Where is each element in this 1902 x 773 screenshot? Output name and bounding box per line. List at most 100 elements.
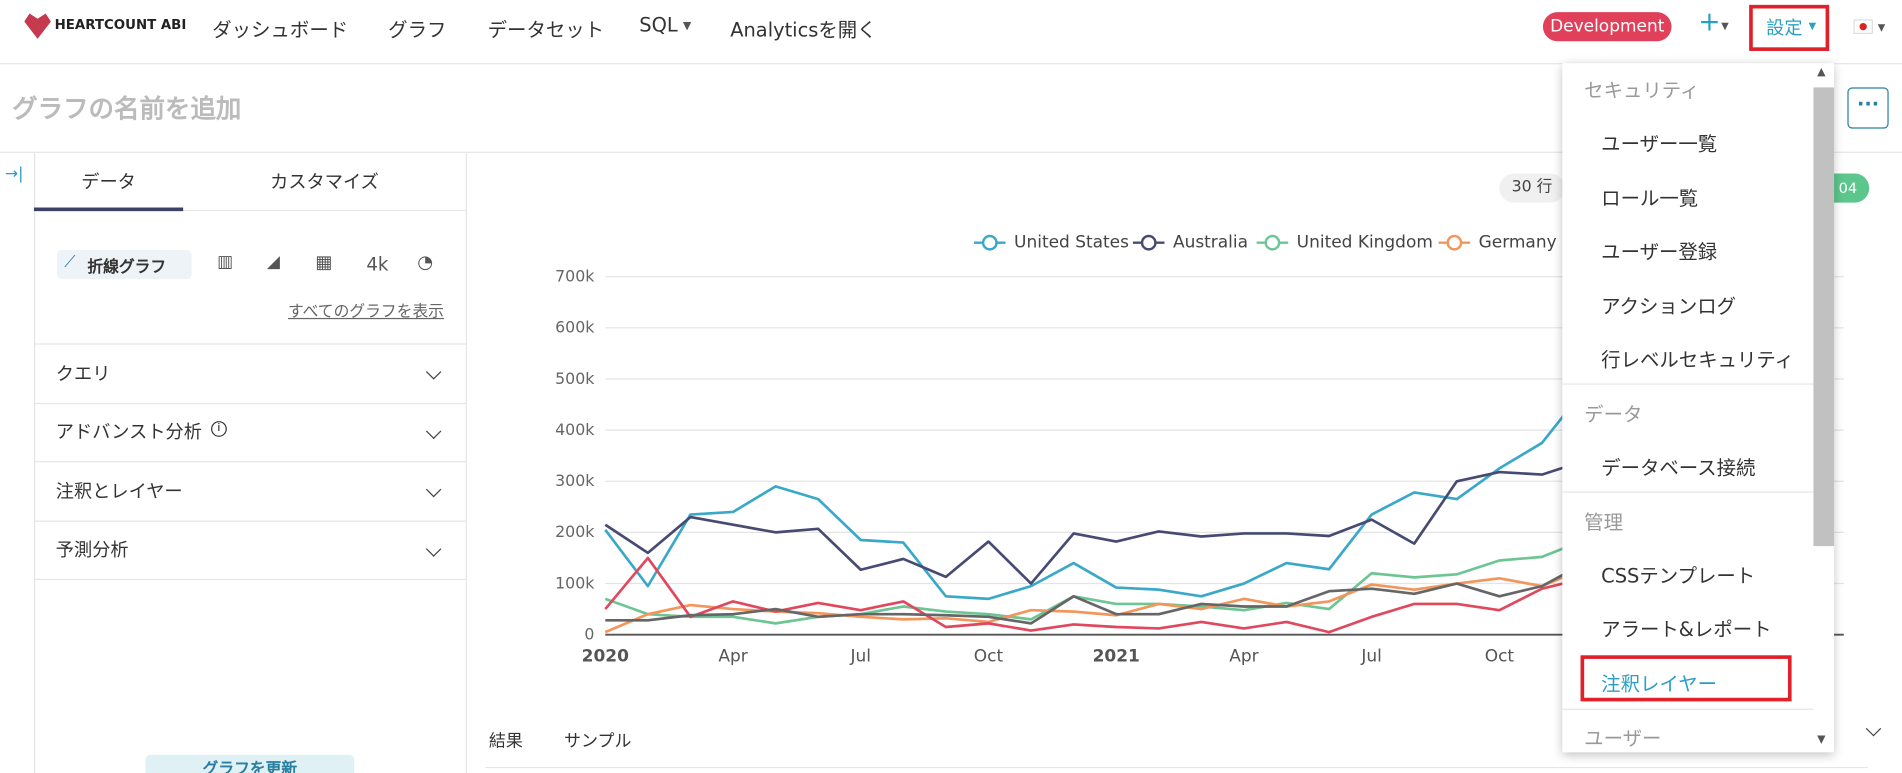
accordion-header[interactable]: 予測分析	[55, 538, 129, 561]
accordion-header[interactable]: 注釈とレイヤー	[55, 480, 183, 503]
flag-dot	[1859, 23, 1867, 31]
menu-section-title: セキュリティ	[1584, 78, 1700, 102]
result-tab[interactable]: 結果	[488, 731, 523, 752]
legend-label: Germany	[1479, 233, 1557, 253]
y-tick-label: 400k	[555, 420, 595, 439]
y-tick-label: 200k	[555, 522, 595, 541]
scroll-down[interactable]: ▼	[1817, 734, 1826, 747]
add-button[interactable]: +	[1698, 7, 1721, 38]
divider	[33, 578, 466, 581]
chart-type-label: 折線グラフ	[87, 258, 167, 277]
environment-badge: Development	[1542, 12, 1672, 42]
x-tick-label: Jul	[850, 646, 871, 666]
menu-item[interactable]: データベース接続	[1601, 456, 1756, 480]
y-tick-label: 300k	[555, 471, 595, 490]
nav-item[interactable]: グラフ	[388, 18, 447, 42]
caret: ▼	[1808, 20, 1817, 32]
y-tick-label: 0	[584, 625, 594, 644]
x-tick-label: Oct	[974, 646, 1004, 666]
divider	[1562, 491, 1814, 493]
nav-item[interactable]: SQL	[639, 13, 678, 37]
menu-item[interactable]: 行レベルセキュリティ	[1601, 348, 1795, 372]
chart-name-input[interactable]: グラフの名前を追加	[12, 94, 242, 124]
divider	[33, 152, 36, 773]
more-button[interactable]: ···	[1847, 87, 1889, 129]
divider	[1562, 383, 1814, 385]
icon: ⟋	[64, 253, 76, 272]
x-tick-label: 2021	[1093, 646, 1140, 666]
chart-type-selected[interactable]	[57, 249, 192, 280]
scrollbar-thumb	[1813, 87, 1835, 547]
y-tick-label: 600k	[555, 318, 595, 337]
legend-marker	[1140, 234, 1157, 251]
divider	[0, 151, 1902, 153]
series-line	[604, 538, 1586, 625]
tab-indicator	[33, 207, 184, 212]
menu-section-title: 管理	[1584, 510, 1624, 534]
info-icon: i	[211, 421, 227, 437]
tab[interactable]: データ	[81, 171, 136, 193]
update-chart-button[interactable]: グラフを更新	[145, 754, 355, 773]
x-tick-label: Apr	[1229, 646, 1258, 666]
chart-type-icon[interactable]: ▥	[217, 252, 234, 272]
series-line	[605, 561, 1586, 625]
menu-item[interactable]: アクションログ	[1601, 294, 1737, 318]
divider	[465, 152, 468, 773]
x-tick-label: 2020	[582, 646, 629, 666]
chart-type-icon[interactable]: ▦	[315, 251, 333, 274]
series-line	[604, 459, 1585, 585]
caret: ▼	[682, 20, 692, 33]
chart-type-icon[interactable]: 4k	[366, 253, 389, 276]
divider	[33, 520, 466, 522]
nav-item[interactable]: ダッシュボード	[212, 18, 349, 42]
divider	[0, 63, 1902, 65]
chart-type-icon[interactable]: ◔	[417, 251, 434, 274]
language-flag[interactable]	[1853, 19, 1873, 34]
nav-item[interactable]: データセット	[487, 18, 605, 42]
legend-marker	[1264, 234, 1281, 251]
logo[interactable]: HEARTCOUNT ABI	[54, 16, 187, 33]
menu-item[interactable]: ロール一覧	[1601, 186, 1699, 210]
caret: ▼	[1877, 21, 1886, 33]
y-tick-label: 500k	[555, 369, 595, 388]
y-tick-label: 700k	[555, 267, 595, 286]
series-line	[604, 388, 1586, 601]
menu-item[interactable]: CSSテンプレート	[1601, 564, 1756, 588]
accordion-header[interactable]: アドバンスト分析	[55, 421, 202, 443]
settings-dropdown: ▲ ▼	[1562, 63, 1835, 753]
divider	[1562, 708, 1814, 710]
highlight-box	[1749, 4, 1830, 51]
row-count: 30 行	[1499, 173, 1565, 203]
menu-item[interactable]: ユーザー登録	[1601, 240, 1718, 264]
divider	[33, 209, 466, 212]
tab[interactable]: カスタマイズ	[270, 171, 379, 193]
collapse-button[interactable]: →|	[4, 165, 24, 184]
menu-item[interactable]: ユーザー一覧	[1601, 132, 1718, 156]
scroll-up[interactable]: ▲	[1817, 66, 1826, 79]
x-tick-label: Oct	[1485, 646, 1515, 666]
accordion-header[interactable]: クエリ	[55, 362, 111, 385]
menu-section-title: ユーザー	[1584, 726, 1662, 750]
x-tick-label: Apr	[718, 646, 747, 666]
legend-label: United States	[1014, 233, 1129, 253]
x-tick-label: Jul	[1360, 646, 1381, 666]
divider	[33, 343, 466, 345]
menu-item[interactable]: 注釈レイヤー	[1601, 672, 1718, 696]
divider	[33, 461, 466, 463]
legend-marker	[981, 234, 998, 251]
result-tab[interactable]: サンプル	[564, 731, 632, 752]
nav-item[interactable]: Analyticsを開く	[730, 18, 877, 42]
legend-marker	[1446, 234, 1463, 251]
highlight-box	[1580, 655, 1792, 702]
legend-label: United Kingdom	[1297, 233, 1433, 253]
menu-item[interactable]: アラート&レポート	[1601, 617, 1772, 641]
divider	[485, 766, 1869, 769]
y-tick-label: 100k	[555, 573, 595, 592]
settings-menu[interactable]: 設定	[1766, 16, 1803, 39]
show-all-link[interactable]: すべてのグラフを表示	[287, 303, 444, 322]
menu-section-title: データ	[1584, 402, 1643, 426]
chart-type-icon[interactable]: ◢	[266, 252, 280, 272]
